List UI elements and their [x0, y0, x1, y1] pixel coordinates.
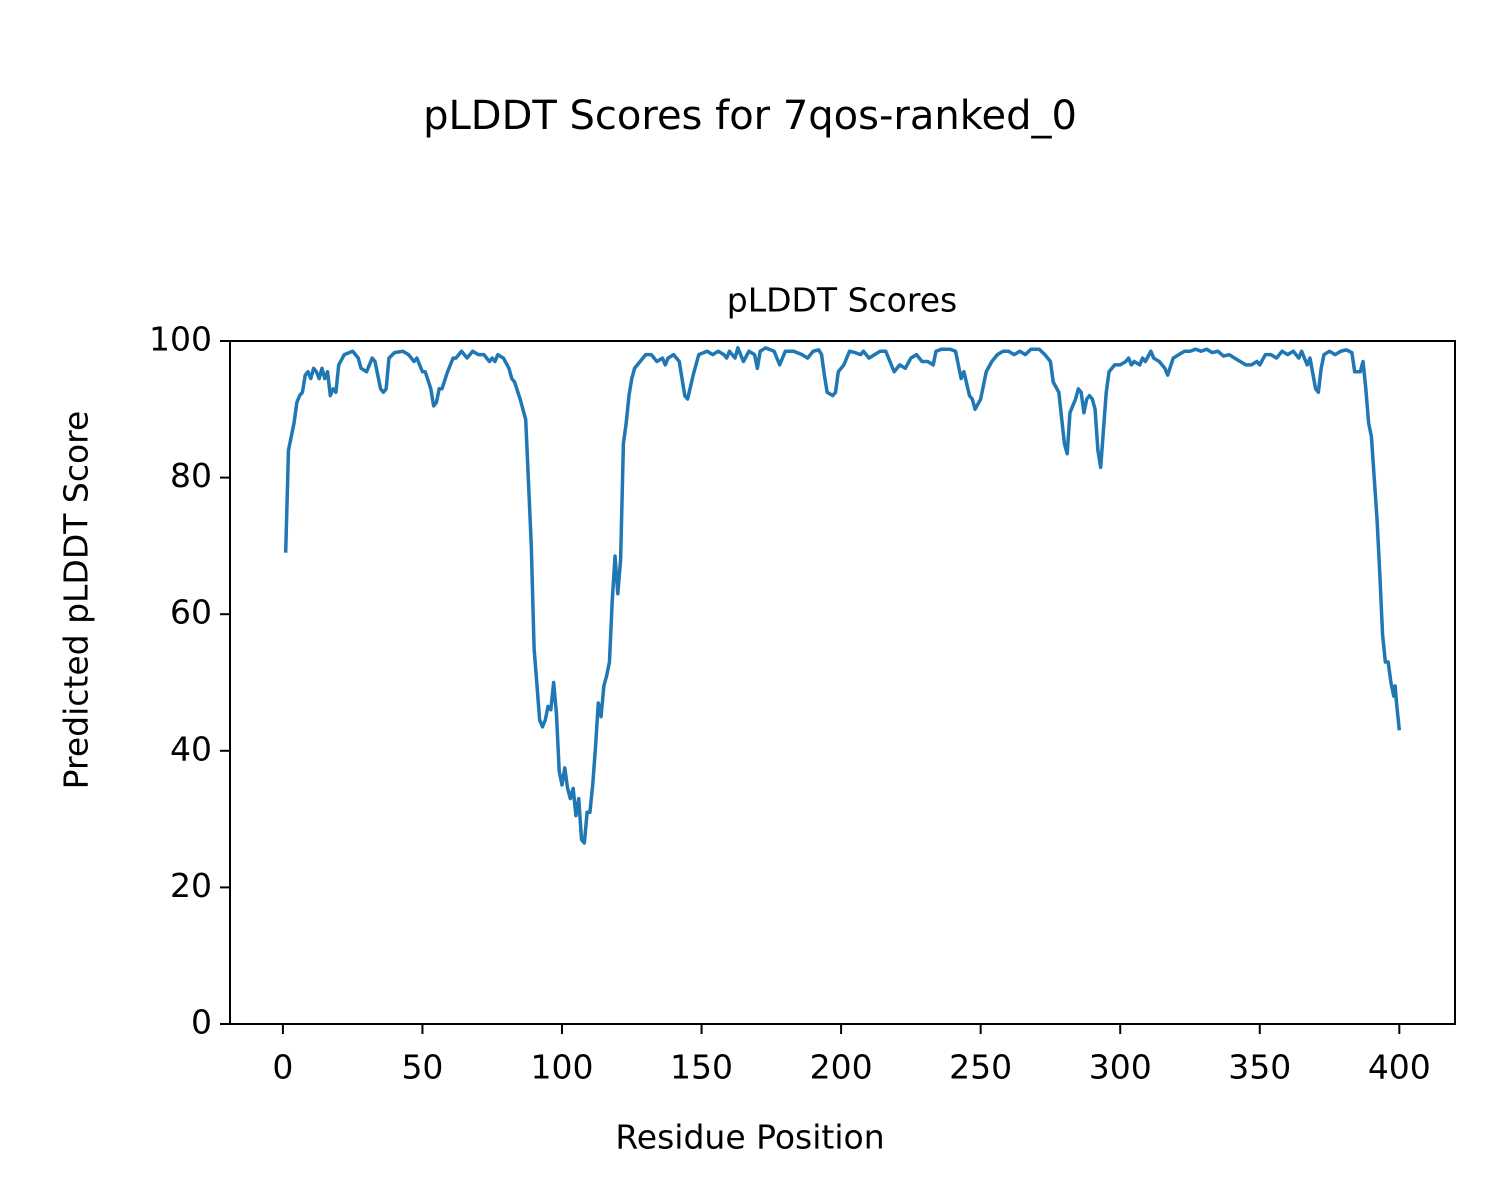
y-tick-label: 100	[149, 320, 212, 359]
axes-title: pLDDT Scores	[727, 281, 957, 320]
x-tick-label: 150	[670, 1048, 733, 1087]
y-tick-label: 20	[170, 866, 212, 905]
x-tick-label: 400	[1368, 1048, 1431, 1087]
y-tick-label: 60	[170, 593, 212, 632]
y-axis-label: Predicted pLDDT Score	[57, 411, 96, 790]
axes-frame	[229, 340, 1456, 1025]
x-tick-label: 100	[530, 1048, 593, 1087]
x-axis-label: Residue Position	[615, 1118, 884, 1157]
chart-title: pLDDT Scores for 7qos-ranked_0	[423, 93, 1077, 139]
y-tick-label: 80	[170, 456, 212, 495]
y-tick-label: 40	[170, 729, 212, 768]
x-tick-label: 300	[1089, 1048, 1152, 1087]
x-tick-label: 200	[810, 1048, 873, 1087]
x-tick-label: 350	[1228, 1048, 1291, 1087]
x-tick-label: 250	[949, 1048, 1012, 1087]
x-tick-label: 0	[272, 1048, 293, 1087]
y-tick-label: 0	[191, 1003, 212, 1042]
x-tick-label: 50	[401, 1048, 443, 1087]
data-line	[283, 346, 1402, 845]
